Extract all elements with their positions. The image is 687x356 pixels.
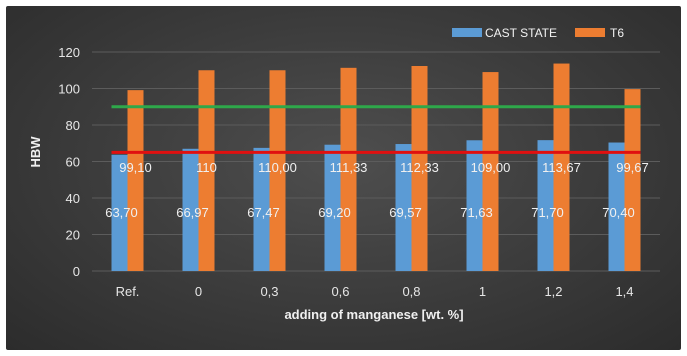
legend-label-t6: T6 bbox=[610, 26, 624, 40]
data-labels: 63,70 99,10 66,97 110 67,47 110,00 69,20 111,33… bbox=[105, 160, 649, 220]
data-label-cast-state: 63,70 bbox=[105, 205, 138, 220]
y-tick-label: 60 bbox=[66, 155, 80, 170]
x-tick-label: 1,4 bbox=[615, 284, 633, 299]
legend: CAST STATE T6 bbox=[452, 26, 624, 40]
bar-cast-state bbox=[395, 144, 412, 271]
x-tick-label: Ref. bbox=[116, 284, 140, 299]
data-label-t6: 110,00 bbox=[258, 160, 297, 175]
bar-t6 bbox=[198, 70, 215, 271]
bar-cast-state bbox=[324, 144, 341, 271]
x-axis-title: adding of manganese [wt. %] bbox=[284, 307, 463, 322]
y-axis-title: HBW bbox=[28, 136, 43, 168]
data-label-cast-state: 71,70 bbox=[531, 205, 564, 220]
bar-cast-state bbox=[537, 140, 554, 271]
y-tick-label: 120 bbox=[58, 45, 80, 60]
x-tick-label: 1,2 bbox=[544, 284, 562, 299]
y-tick-label: 40 bbox=[66, 191, 80, 206]
bar-cast-state bbox=[182, 148, 199, 271]
data-label-cast-state: 71,63 bbox=[460, 205, 493, 220]
bars bbox=[111, 63, 641, 272]
y-tick-label: 0 bbox=[73, 264, 80, 279]
data-label-t6: 109,00 bbox=[471, 160, 511, 175]
bar-t6 bbox=[269, 70, 286, 271]
bar-t6 bbox=[340, 67, 357, 271]
data-label-cast-state: 70,40 bbox=[602, 205, 635, 220]
x-tick-label: 1 bbox=[479, 284, 486, 299]
x-tick-label: 0,8 bbox=[402, 284, 420, 299]
x-tick-labels: Ref. 0 0,3 0,6 0,8 1 1,2 1,4 bbox=[116, 284, 634, 299]
bar-t6 bbox=[482, 72, 499, 271]
data-label-cast-state: 69,57 bbox=[389, 205, 422, 220]
data-label-t6: 112,33 bbox=[400, 160, 439, 175]
y-tick-labels: 0 20 40 60 80 100 120 bbox=[58, 45, 80, 279]
data-label-t6: 111,33 bbox=[330, 160, 368, 175]
data-label-t6: 110 bbox=[196, 160, 217, 175]
bar-t6 bbox=[624, 89, 641, 271]
bar-cast-state bbox=[253, 147, 270, 271]
legend-label-cast-state: CAST STATE bbox=[485, 26, 557, 40]
data-label-t6: 99,10 bbox=[119, 160, 152, 175]
y-tick-label: 20 bbox=[66, 228, 80, 243]
data-label-cast-state: 69,20 bbox=[318, 205, 351, 220]
y-tick-label: 80 bbox=[66, 118, 80, 133]
data-label-cast-state: 66,97 bbox=[176, 205, 209, 220]
data-label-cast-state: 67,47 bbox=[247, 205, 280, 220]
data-label-t6: 99,67 bbox=[616, 160, 649, 175]
reference-lines bbox=[111, 105, 641, 154]
bar-cast-state bbox=[466, 140, 483, 271]
bar-t6 bbox=[127, 90, 144, 271]
legend-swatch-t6 bbox=[575, 28, 605, 37]
x-tick-label: 0 bbox=[195, 284, 202, 299]
bar-cast-state bbox=[111, 154, 128, 271]
bar-t6 bbox=[553, 63, 570, 272]
y-tick-label: 100 bbox=[58, 82, 80, 97]
data-label-t6: 113,67 bbox=[542, 160, 581, 175]
bar-cast-state bbox=[608, 142, 625, 271]
x-tick-label: 0,3 bbox=[260, 284, 278, 299]
x-tick-label: 0,6 bbox=[331, 284, 349, 299]
legend-swatch-cast-state bbox=[452, 28, 482, 37]
bar-t6 bbox=[411, 65, 428, 272]
